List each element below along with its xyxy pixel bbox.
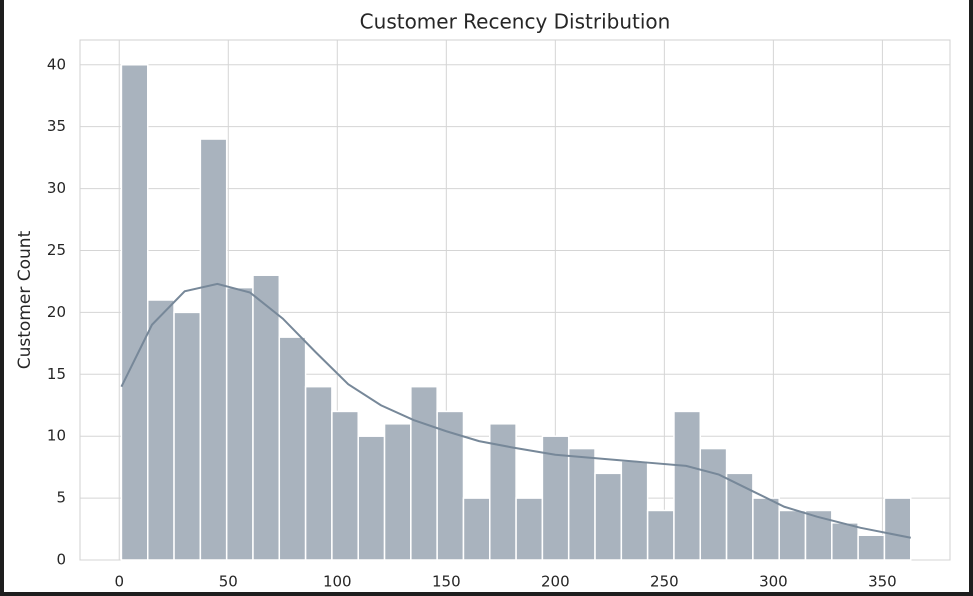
bar — [357, 435, 386, 561]
bar — [436, 410, 465, 561]
y-tick-label: 35 — [47, 117, 66, 135]
bar — [383, 423, 412, 561]
bar — [646, 509, 675, 561]
y-tick-label: 5 — [56, 489, 66, 507]
bar — [594, 472, 623, 561]
bar — [120, 64, 149, 561]
bar — [752, 497, 780, 561]
y-tick-label: 25 — [47, 241, 66, 259]
x-tick-label: 300 — [759, 573, 788, 591]
kde-line — [120, 282, 911, 539]
y-tick-label: 0 — [56, 551, 66, 569]
bar — [252, 274, 281, 561]
bar — [146, 299, 175, 561]
bar — [541, 435, 570, 561]
y-axis-label: Customer Count — [15, 230, 35, 369]
y-tick-label: 15 — [47, 365, 66, 383]
bar — [462, 497, 491, 561]
bar — [515, 497, 544, 561]
y-tick-label: 40 — [47, 55, 66, 73]
y-tick-label: 20 — [47, 303, 66, 321]
bar — [304, 385, 333, 561]
x-tick-label: 250 — [650, 573, 679, 591]
x-tick-label: 200 — [541, 573, 570, 591]
bar — [278, 336, 307, 561]
bar — [225, 286, 254, 561]
bar — [331, 410, 359, 561]
bar — [567, 447, 596, 561]
x-tick-label: 100 — [323, 573, 352, 591]
bar — [620, 460, 649, 561]
chart-title: Customer Recency Distribution — [360, 10, 671, 34]
bar — [199, 138, 228, 561]
bar — [699, 447, 728, 561]
y-tick-label: 30 — [47, 179, 66, 197]
bar — [725, 472, 754, 561]
bar — [673, 410, 702, 561]
bar — [410, 385, 438, 561]
x-tick-label: 50 — [219, 573, 238, 591]
bar — [831, 522, 859, 561]
bar — [883, 497, 912, 561]
bar — [857, 534, 886, 561]
x-tick-label: 350 — [868, 573, 897, 591]
x-tick-label: 0 — [114, 573, 124, 591]
y-tick-label: 10 — [47, 427, 66, 445]
bar — [173, 311, 202, 561]
bar — [778, 509, 807, 561]
x-tick-label: 150 — [432, 573, 461, 591]
